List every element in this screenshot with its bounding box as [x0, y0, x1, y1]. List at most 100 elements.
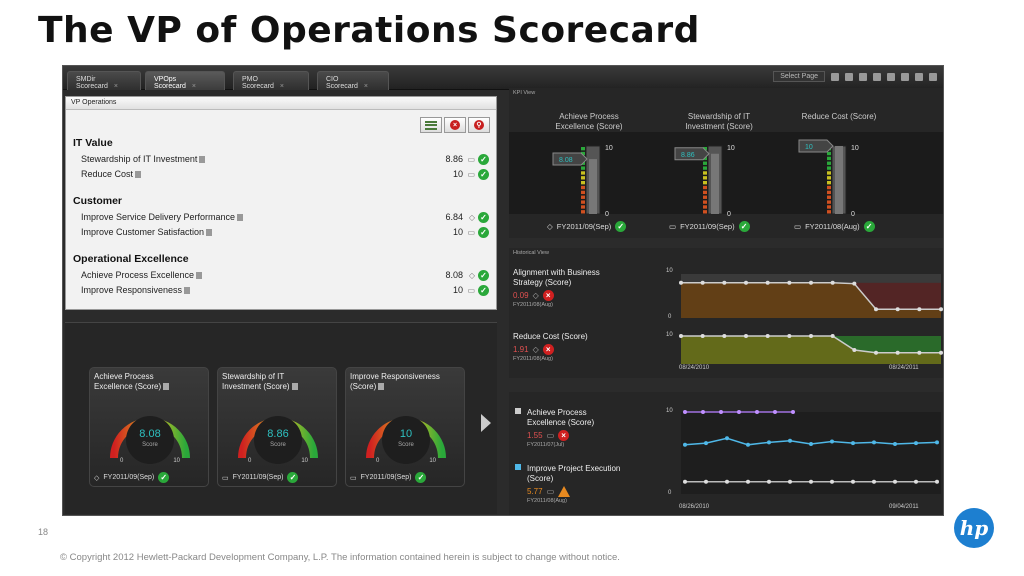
scale-segment — [581, 195, 585, 199]
gauge-min: 0 — [376, 458, 380, 464]
refresh-icon[interactable] — [831, 72, 839, 81]
settings-icon[interactable] — [929, 72, 937, 81]
scale-segment — [581, 176, 585, 180]
kpi-title-line: Reduce Cost (Score) — [513, 332, 588, 341]
list-button[interactable] — [420, 117, 442, 133]
document-icon[interactable] — [196, 272, 203, 279]
data-point — [787, 334, 792, 338]
gauge-max: 10 — [301, 458, 308, 464]
document-icon[interactable] — [199, 156, 206, 163]
area-series — [681, 336, 941, 364]
scale-segment — [581, 166, 585, 170]
data-point — [744, 334, 748, 338]
filter-button[interactable]: ⚲ — [468, 117, 490, 133]
scale-segment — [827, 171, 831, 175]
scale-segment — [827, 151, 831, 156]
legend-swatch — [515, 408, 521, 414]
kpi-label: Improve Customer Satisfaction — [81, 227, 205, 237]
data-point — [935, 440, 939, 445]
layout-icon[interactable] — [901, 72, 909, 81]
trend-flat-icon: ▭ — [350, 474, 357, 482]
close-icon[interactable]: × — [363, 83, 368, 90]
trend-flat-icon: ▭ — [467, 170, 475, 179]
document-icon[interactable] — [291, 383, 298, 390]
data-point — [895, 307, 900, 312]
axis-date-start: 08/26/2010 — [679, 504, 710, 510]
data-point — [725, 479, 729, 484]
kpi-label: Improve Service Delivery Performance — [81, 212, 236, 222]
close-icon[interactable]: × — [279, 83, 284, 90]
trend-flat-icon: ▭ — [467, 286, 475, 295]
kpi-row[interactable]: Improve Responsiveness 10 ▭ ✓ — [81, 285, 493, 299]
scale-segment — [827, 161, 831, 165]
save-icon[interactable] — [845, 72, 853, 81]
grid-icon[interactable] — [887, 72, 895, 81]
kpi-view-panel: KPI View Achieve Process Excellence (Scor… — [509, 88, 943, 238]
kpi-row[interactable]: Improve Service Delivery Performance 6.84… — [81, 212, 493, 226]
gauge-value: 8.08 — [139, 428, 161, 440]
tab-cio-scorecard[interactable]: CIO Scorecard × — [317, 71, 389, 90]
close-icon[interactable]: × — [113, 83, 118, 90]
kpi-value: 8.08 — [445, 270, 463, 280]
trend-flat-icon: ▭ — [794, 222, 802, 231]
document-icon[interactable] — [237, 214, 244, 221]
kpi-value: 0.09 — [513, 291, 529, 300]
status-ok-icon: ✓ — [615, 221, 627, 232]
data-point — [683, 442, 687, 447]
kpi-title-line: Reduce Cost (Score) — [801, 112, 877, 121]
data-point — [788, 479, 792, 484]
data-point — [679, 280, 683, 285]
select-page-dropdown[interactable]: Select Page — [773, 71, 825, 82]
data-point — [704, 479, 708, 484]
trend-flat-icon: ▭ — [467, 228, 475, 237]
kpi-value: 6.84 — [445, 212, 463, 222]
data-point — [787, 280, 792, 285]
status-bad-icon: × — [558, 430, 570, 441]
tab-smdir-scorecard[interactable]: SMDir Scorecard × — [67, 71, 141, 90]
tab-label: VPOps Scorecard — [154, 76, 186, 90]
export-icon[interactable] — [859, 72, 867, 81]
data-point — [939, 307, 943, 312]
tab-bar: SMDir Scorecard × VPOps Scorecard × PMO Sc… — [63, 66, 943, 90]
page-icon[interactable] — [873, 72, 881, 81]
scale-segment — [581, 200, 585, 204]
data-point — [917, 307, 922, 312]
view-icon[interactable] — [915, 72, 923, 81]
tab-vpops-scorecard[interactable]: VPOps Scorecard × — [145, 71, 225, 90]
list-icon — [425, 120, 437, 130]
document-icon[interactable] — [163, 383, 170, 390]
data-point — [737, 410, 741, 414]
kpi-row[interactable]: Reduce Cost 10 ▭ ✓ — [81, 169, 493, 183]
scale-segment — [827, 156, 831, 161]
kpi-title-line: Excellence (Score) — [555, 122, 623, 131]
kpi-title-line: Stewardship of IT — [687, 112, 751, 121]
document-icon[interactable] — [378, 383, 385, 390]
value-pointer — [798, 139, 834, 153]
document-icon[interactable] — [135, 171, 142, 178]
document-icon[interactable] — [206, 229, 213, 236]
gauge-card[interactable]: Stewardship of IT Investment (Score) 8.86… — [217, 367, 337, 487]
gauge-card[interactable]: Achieve Process Excellence (Score) 8.08 S… — [89, 367, 209, 487]
historical-charts — [679, 274, 943, 364]
scale-segment — [703, 176, 707, 180]
data-point — [719, 410, 723, 414]
kpi-row[interactable]: Improve Customer Satisfaction 10 ▭ ✓ — [81, 227, 493, 241]
gauge-period: FY2011/09(Sep) — [360, 474, 412, 481]
filter-icon: ⚲ — [474, 120, 484, 130]
gauge-period-row: ▭ FY2011/09(Sep) ✓ — [222, 472, 299, 483]
gauge-unit: Score — [270, 442, 286, 448]
kpi-period-row: ▭ FY2011/09(Sep) ✓ — [669, 221, 750, 232]
trend-flat-icon: ▭ — [546, 431, 555, 440]
document-icon[interactable] — [184, 287, 191, 294]
kpi-title: Improve Project Execution (Score) — [527, 464, 620, 484]
tab-pmo-scorecard[interactable]: PMO Scorecard × — [233, 71, 309, 90]
remove-button[interactable]: × — [444, 117, 466, 133]
data-point — [852, 348, 857, 352]
close-icon[interactable]: × — [191, 83, 196, 90]
kpi-row[interactable]: Stewardship of IT Investment 8.86 ▭ ✓ — [81, 154, 493, 168]
gauge-card[interactable]: Improve Responsiveness (Score) 10 Score 0… — [345, 367, 465, 487]
next-arrow-icon[interactable] — [481, 414, 491, 432]
data-point — [830, 439, 834, 444]
kpi-row[interactable]: Achieve Process Excellence 8.08 ◇ ✓ — [81, 270, 493, 284]
data-point — [914, 479, 918, 484]
